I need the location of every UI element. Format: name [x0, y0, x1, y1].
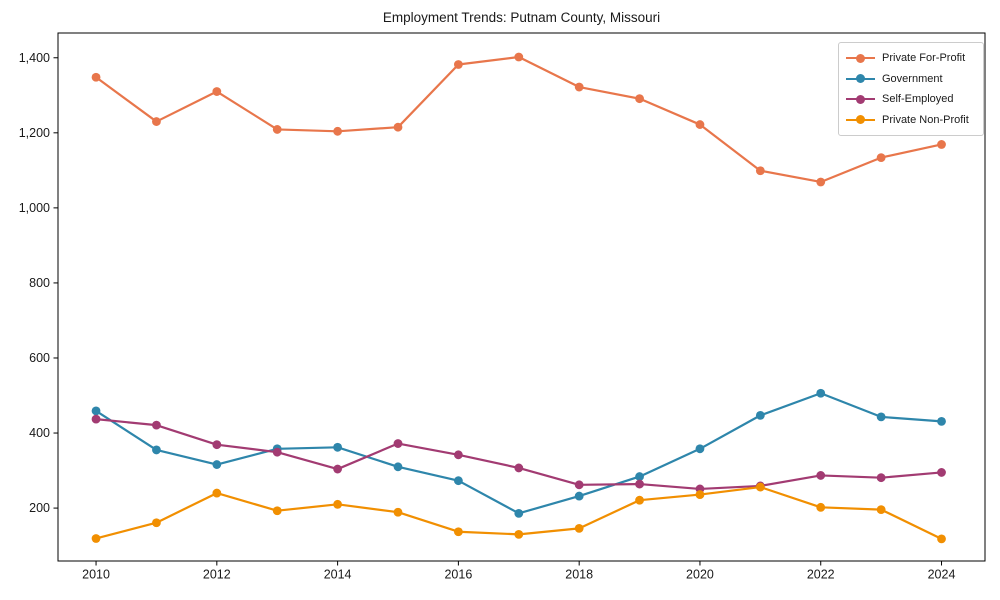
y-tick-label: 800 — [29, 276, 50, 290]
data-point-marker — [574, 82, 584, 92]
data-point-marker — [816, 502, 826, 512]
data-point-marker — [272, 447, 282, 457]
y-tick-label: 1,400 — [19, 51, 50, 65]
legend-label: Private For-Profit — [882, 52, 966, 65]
x-tick-label: 2018 — [565, 568, 593, 582]
x-tick-label: 2010 — [82, 568, 110, 582]
data-point-marker — [453, 527, 463, 537]
data-point-marker — [333, 464, 343, 474]
chart-title: Employment Trends: Putnam County, Missou… — [382, 10, 661, 25]
chart-legend: Private For-Profit Government Self-Employe… — [838, 42, 984, 136]
y-tick-label: 200 — [29, 501, 50, 515]
legend-label: Private Non-Profit — [882, 113, 969, 126]
data-point-marker — [514, 508, 524, 518]
data-point-marker — [755, 166, 765, 176]
data-point-marker — [453, 450, 463, 460]
y-tick-label: 600 — [29, 351, 50, 365]
data-point-marker — [635, 472, 644, 481]
data-point-marker — [212, 460, 222, 469]
data-point-marker — [695, 120, 705, 129]
data-point-marker — [272, 506, 282, 516]
legend-item: Government — [846, 69, 975, 90]
data-point-marker — [695, 444, 705, 454]
axes-frame — [57, 32, 986, 562]
data-point-marker — [333, 499, 343, 509]
y-tick-label: 400 — [29, 426, 50, 440]
y-tick-label: 1,000 — [19, 201, 50, 215]
data-point-marker — [755, 410, 765, 420]
legend-line-marker-icon — [846, 53, 875, 63]
data-point-marker — [212, 440, 222, 450]
data-point-marker — [393, 439, 403, 448]
data-point-marker — [876, 505, 886, 514]
x-tick-label: 2024 — [928, 568, 956, 582]
data-point-marker — [574, 523, 584, 533]
legend-line-marker-icon — [846, 74, 875, 84]
data-point-marker — [876, 473, 886, 483]
legend-item: Private Non-Profit — [846, 110, 975, 131]
series-line — [94, 418, 943, 491]
data-point-marker — [876, 412, 886, 422]
data-point-marker — [816, 177, 826, 187]
data-point-marker — [514, 52, 524, 62]
data-point-marker — [937, 140, 946, 149]
y-tick-label: 1,200 — [19, 126, 50, 140]
data-point-marker — [91, 414, 101, 424]
data-point-marker — [91, 534, 101, 543]
data-point-marker — [937, 534, 946, 544]
data-point-marker — [393, 122, 403, 132]
data-point-marker — [152, 445, 161, 455]
x-tick-label: 2016 — [444, 568, 472, 582]
data-point-marker — [212, 488, 222, 498]
data-point-marker — [272, 125, 282, 134]
data-point-marker — [635, 495, 644, 505]
legend-label: Government — [882, 72, 943, 85]
legend-item: Self-Employed — [846, 89, 975, 110]
data-point-marker — [152, 117, 161, 126]
data-point-marker — [152, 420, 161, 430]
data-point-marker — [453, 60, 463, 69]
legend-label: Self-Employed — [882, 93, 954, 106]
data-point-marker — [212, 87, 222, 96]
data-point-marker — [755, 482, 765, 492]
data-point-marker — [393, 507, 403, 517]
x-tick-label: 2012 — [203, 568, 231, 582]
data-point-marker — [152, 518, 161, 528]
data-point-marker — [937, 417, 946, 426]
data-point-marker — [453, 476, 463, 486]
legend-item: Private For-Profit — [846, 48, 975, 69]
data-point-marker — [91, 406, 101, 416]
data-point-marker — [635, 479, 644, 489]
data-point-marker — [816, 471, 826, 480]
legend-line-marker-icon — [846, 115, 875, 125]
data-point-marker — [574, 480, 584, 490]
x-tick-label: 2014 — [324, 568, 352, 582]
series-line — [94, 55, 943, 184]
data-point-marker — [876, 153, 886, 162]
legend-line-marker-icon — [846, 94, 875, 104]
data-point-marker — [333, 442, 343, 452]
data-point-marker — [635, 94, 644, 104]
data-point-marker — [514, 463, 524, 473]
x-tick-label: 2020 — [686, 568, 714, 582]
data-point-marker — [574, 491, 584, 501]
data-point-marker — [333, 126, 343, 136]
data-point-marker — [695, 490, 705, 499]
data-point-marker — [393, 462, 403, 472]
data-point-marker — [514, 529, 524, 539]
data-point-marker — [937, 468, 946, 477]
data-point-marker — [91, 72, 101, 82]
data-point-marker — [816, 388, 826, 398]
x-tick-label: 2022 — [807, 568, 835, 582]
